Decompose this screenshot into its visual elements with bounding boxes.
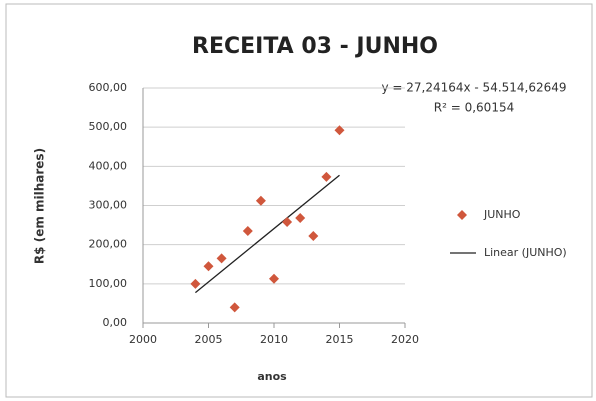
x-tick-label: 2010 (260, 333, 288, 346)
y-tick-label: 0,00 (103, 316, 128, 329)
y-tick-label: 100,00 (89, 277, 128, 290)
data-point (216, 253, 227, 264)
legend-label: JUNHO (483, 208, 521, 221)
y-tick-label: 300,00 (89, 199, 128, 212)
data-point (295, 213, 306, 224)
data-point (242, 225, 253, 236)
chart-title: RECEITA 03 - JUNHO (192, 34, 438, 59)
data-point (321, 171, 332, 182)
legend-marker (457, 210, 467, 220)
data-point (269, 273, 279, 284)
data-point (203, 261, 214, 272)
x-axis-label: anos (257, 370, 287, 383)
legend-label: Linear (JUNHO) (484, 246, 567, 259)
data-point (282, 216, 293, 227)
data-point (334, 125, 345, 136)
y-tick-label: 400,00 (89, 159, 128, 172)
x-tick-label: 2015 (326, 333, 354, 346)
x-tick-label: 2000 (129, 333, 157, 346)
data-point (190, 278, 201, 289)
chart-frame (5, 3, 593, 398)
trendline (194, 174, 340, 294)
r-squared: R² = 0,60154 (434, 101, 514, 115)
y-tick-label: 500,00 (89, 120, 128, 133)
data-point (308, 231, 319, 242)
x-tick-label: 2005 (195, 333, 223, 346)
y-tick-label: 600,00 (89, 81, 128, 94)
y-tick-label: 200,00 (89, 238, 128, 251)
x-tick-label: 2020 (391, 333, 419, 346)
data-point (229, 302, 240, 313)
y-axis-label: R$ (em milhares) (33, 148, 47, 264)
data-point (255, 195, 266, 206)
equation: y = 27,24164x - 54.514,62649 (381, 81, 566, 95)
